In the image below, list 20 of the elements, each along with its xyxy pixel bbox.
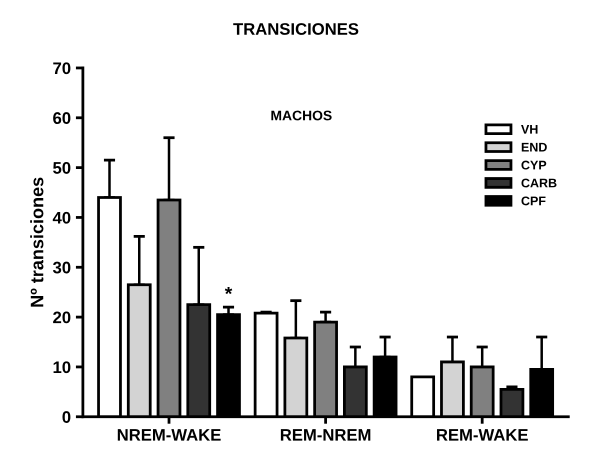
x-tick-label: NREM-WAKE xyxy=(118,429,221,441)
y-tick-label: 20 xyxy=(53,312,70,324)
y-axis-title: Nº transiciones xyxy=(30,178,44,307)
y-tick-label: 0 xyxy=(62,411,70,423)
y-tick-label: 10 xyxy=(54,361,70,374)
y-tick-label: 40 xyxy=(52,212,70,224)
legend-label: CPF xyxy=(521,196,546,206)
y-tick-label: 60 xyxy=(53,112,70,124)
legend-label: VH xyxy=(521,125,538,134)
annotation: * xyxy=(224,286,232,294)
chart-title: TRANSICIONES xyxy=(233,23,358,35)
y-tick-label: 30 xyxy=(52,262,70,274)
legend-label: CARB xyxy=(521,178,556,188)
y-tick-label: 70 xyxy=(53,62,70,74)
legend-label: CYP xyxy=(521,160,546,170)
x-tick-label: REM-WAKE xyxy=(437,429,528,441)
annotation: MACHOS xyxy=(271,110,332,120)
y-tick-label: 50 xyxy=(53,162,70,174)
x-tick-label: REM-NREM xyxy=(280,429,370,441)
legend-label: END xyxy=(522,142,547,152)
